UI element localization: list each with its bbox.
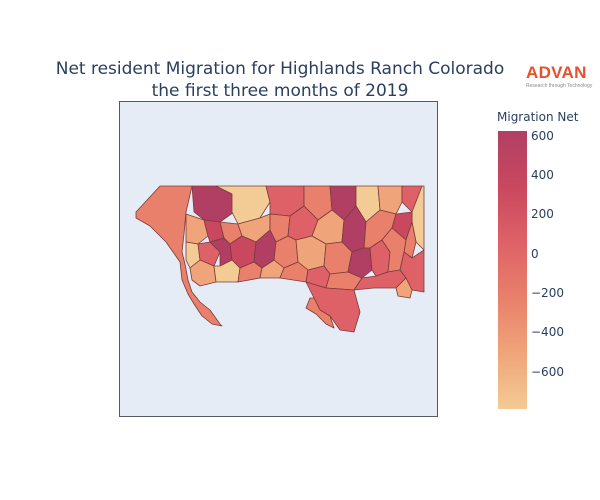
map-region[interactable]: [395, 277, 413, 299]
map-area[interactable]: [119, 101, 438, 417]
map-region[interactable]: [197, 241, 221, 267]
colorbar-tick-label: 600: [531, 128, 554, 143]
logo-name: ADVAN: [526, 63, 587, 82]
map-title-line-1: Net resident Migration for Highlands Ran…: [55, 59, 505, 79]
map-region[interactable]: [185, 213, 209, 245]
map-title: Net resident Migration for Highlands Ran…: [30, 58, 530, 102]
colorbar: [498, 131, 527, 409]
colorbar-tick-label: 200: [531, 207, 554, 222]
colorbar-title: Migration Net: [497, 110, 579, 124]
map-region[interactable]: [377, 185, 403, 215]
colorbar-tick-label: −600: [531, 364, 564, 379]
logo-tagline: Research through Technology: [526, 83, 593, 89]
colorbar-tick-label: −200: [531, 286, 564, 301]
advan-logo: ADVAN Research through Technology: [526, 63, 596, 90]
map-title-line-2: the first three months of 2019: [151, 81, 409, 101]
colorbar-tick-label: 0: [531, 246, 539, 261]
colorbar-tick-label: 400: [531, 168, 554, 183]
map-region[interactable]: [305, 297, 335, 329]
map-region[interactable]: [135, 185, 223, 327]
colorbar-tick-label: −400: [531, 325, 564, 340]
choropleth-map[interactable]: [120, 102, 437, 416]
